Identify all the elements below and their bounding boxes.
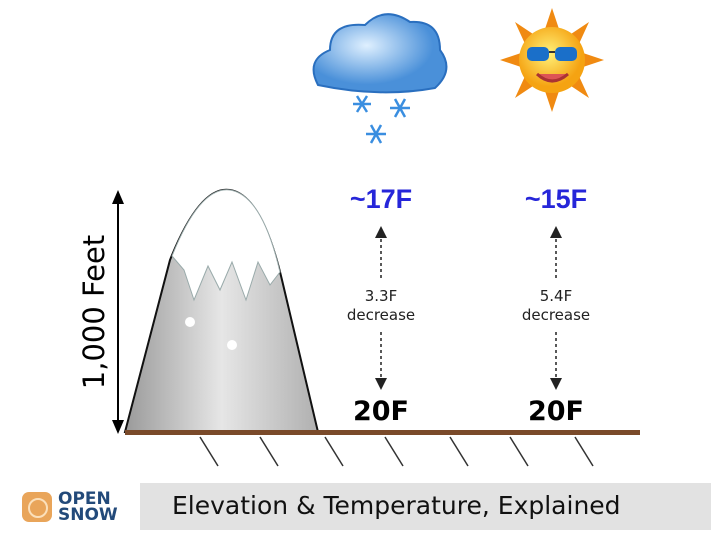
opensnow-logo: OPEN SNOW bbox=[8, 483, 140, 530]
change-label: decrease bbox=[347, 306, 415, 324]
mountain-illustration bbox=[123, 188, 320, 433]
top-temperature: ~15F bbox=[525, 184, 587, 214]
temperature-change: 5.4F bbox=[540, 287, 572, 305]
snow-cloud-icon bbox=[312, 13, 448, 144]
footer-banner: OPEN SNOW Elevation & Temperature, Expla… bbox=[8, 483, 711, 530]
top-temperature: ~17F bbox=[350, 184, 412, 214]
temperature-change: 3.3F bbox=[365, 287, 397, 305]
base-temperature: 20F bbox=[528, 396, 584, 427]
opensnow-logo-icon bbox=[22, 491, 52, 522]
logo-text: OPEN SNOW bbox=[58, 488, 118, 525]
change-label: decrease bbox=[522, 306, 590, 324]
axis-label: 1,000 Feet bbox=[77, 235, 111, 389]
base-temperature: 20F bbox=[353, 396, 409, 427]
banner-title: Elevation & Temperature, Explained bbox=[172, 491, 621, 520]
ground bbox=[125, 430, 640, 467]
sun-with-sunglasses-icon bbox=[500, 8, 604, 112]
logo-line1: OPEN bbox=[58, 488, 111, 509]
logo-line2: SNOW bbox=[58, 504, 118, 525]
elevation-arrow bbox=[112, 190, 124, 434]
